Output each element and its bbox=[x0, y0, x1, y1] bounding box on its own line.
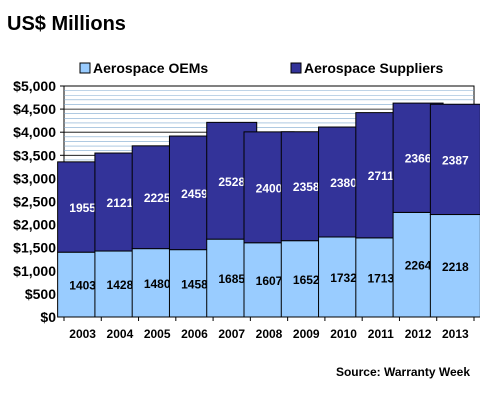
legend-label-oems: Aerospace OEMs bbox=[93, 60, 208, 76]
data-label-oems: 1732 bbox=[330, 271, 357, 285]
x-axis-ticks: 2003 2004 2005 2006 2007 2008 2009 2010 2011 2012… bbox=[63, 317, 475, 341]
bar-segment-suppliers bbox=[429, 103, 480, 216]
data-label-oems: 1458 bbox=[181, 277, 208, 291]
legend: Aerospace OEMs Aerospace Suppliers bbox=[79, 60, 443, 76]
x-tick-label: 2010 bbox=[330, 327, 357, 341]
data-label-suppliers: 2380 bbox=[330, 176, 357, 190]
y-tick-label: $0 bbox=[40, 309, 56, 325]
y-tick-label: $500 bbox=[25, 286, 56, 302]
y-tick-label: $5,000 bbox=[13, 78, 56, 94]
y-axis-ticks: $0 $500 $1,000 $1,500 $2,000 $2,500 $3,000 $3,5… bbox=[13, 78, 64, 325]
data-label-suppliers: 2711 bbox=[368, 169, 394, 183]
y-tick-label: $2,500 bbox=[13, 194, 56, 210]
data-label-suppliers: 2366 bbox=[405, 152, 432, 166]
data-label-oems: 2264 bbox=[405, 259, 432, 273]
x-tick-label: 2008 bbox=[256, 327, 283, 341]
x-tick-label: 2005 bbox=[144, 327, 171, 341]
data-label-oems: 1480 bbox=[144, 277, 171, 291]
data-label-oems: 1685 bbox=[218, 272, 245, 286]
y-tick-label: $4,000 bbox=[13, 124, 56, 140]
y-tick-label: $3,000 bbox=[13, 170, 56, 186]
data-label-oems: 2218 bbox=[442, 260, 469, 274]
x-tick-label: 2006 bbox=[181, 327, 208, 341]
data-label-oems: 1607 bbox=[256, 274, 283, 288]
data-label-suppliers: 1955 bbox=[69, 201, 96, 215]
legend-swatch-suppliers bbox=[290, 62, 302, 74]
x-tick-label: 2004 bbox=[107, 327, 134, 341]
bars: 1403 1955 1428 2121 1480 2225 1458 2459 1685 2528… bbox=[57, 102, 480, 318]
y-tick-label: $1,500 bbox=[13, 240, 56, 256]
data-label-oems: 1428 bbox=[107, 278, 134, 292]
x-tick-label: 2012 bbox=[405, 327, 432, 341]
x-tick-label: 2013 bbox=[442, 327, 469, 341]
data-label-suppliers: 2358 bbox=[293, 180, 320, 194]
legend-swatch-oems bbox=[79, 62, 91, 74]
data-label-suppliers: 2459 bbox=[181, 187, 208, 201]
x-tick-label: 2007 bbox=[218, 327, 245, 341]
chart-title: US$ Millions bbox=[7, 13, 126, 35]
data-label-suppliers: 2387 bbox=[442, 153, 469, 167]
x-tick-label: 2009 bbox=[293, 327, 320, 341]
data-label-suppliers: 2225 bbox=[144, 191, 171, 205]
bar-segment-oems bbox=[429, 214, 480, 318]
y-tick-label: $3,500 bbox=[13, 147, 56, 163]
data-label-oems: 1652 bbox=[293, 273, 320, 287]
y-tick-label: $4,500 bbox=[13, 101, 56, 117]
y-tick-label: $2,000 bbox=[13, 217, 56, 233]
y-tick-label: $1,000 bbox=[13, 263, 56, 279]
x-tick-label: 2003 bbox=[69, 327, 96, 341]
legend-label-suppliers: Aerospace Suppliers bbox=[304, 60, 443, 76]
source-note: Source: Warranty Week bbox=[336, 365, 470, 379]
data-label-suppliers: 2528 bbox=[218, 175, 245, 189]
data-label-suppliers: 2400 bbox=[256, 181, 283, 195]
x-tick-label: 2011 bbox=[368, 327, 394, 341]
data-label-oems: 1713 bbox=[367, 271, 394, 285]
data-label-suppliers: 2121 bbox=[107, 196, 134, 210]
data-label-oems: 1403 bbox=[69, 279, 96, 293]
